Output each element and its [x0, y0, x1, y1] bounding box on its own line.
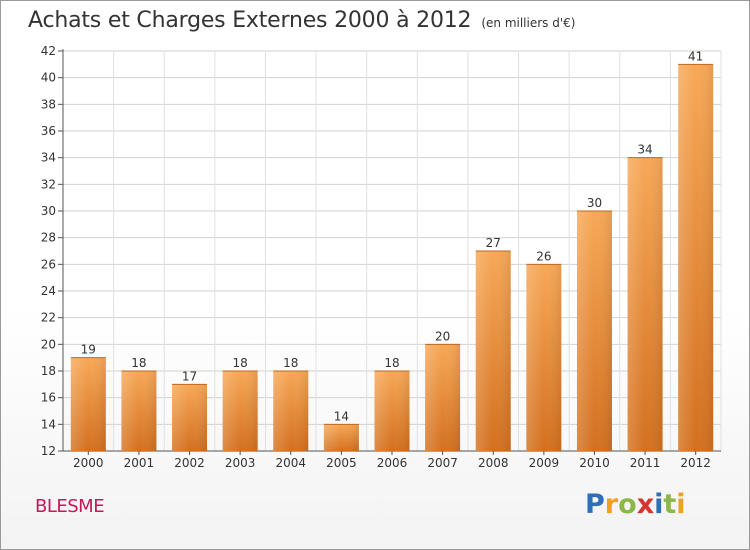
x-tick-label: 2004 [275, 456, 306, 470]
labels: 12 14 16 18 20 22 24 26 28 30 32 34 36 38 40 42 19 2000 18… [41, 44, 711, 470]
y-tick-label: 38 [41, 97, 56, 111]
commune-name: BLESME [35, 496, 105, 517]
x-tick-label: 2000 [73, 456, 104, 470]
chart-title-block: Achats et Charges Externes 2000 à 2012 (e… [28, 8, 575, 33]
proxiti-logo: Proxiti [585, 489, 686, 520]
bar-shading [475, 251, 511, 451]
bar-shading [678, 64, 714, 452]
x-tick-label: 2009 [529, 456, 560, 470]
data-label: 30 [587, 196, 602, 210]
y-tick-label: 12 [41, 444, 56, 458]
logo-letter: r [604, 489, 619, 520]
x-tick-label: 2005 [326, 456, 357, 470]
logo-letter: i [654, 489, 664, 520]
bar-shading [121, 371, 157, 451]
bars [70, 63, 714, 452]
data-label: 18 [384, 356, 399, 370]
y-tick-label: 34 [41, 151, 56, 165]
data-label: 18 [131, 356, 146, 370]
bar-shading [172, 384, 208, 451]
data-label: 41 [688, 49, 703, 63]
y-tick-label: 26 [41, 257, 56, 271]
bar-shading [425, 344, 461, 451]
data-label: 18 [233, 356, 248, 370]
x-tick-label: 2010 [579, 456, 610, 470]
x-tick-label: 2002 [174, 456, 205, 470]
data-label: 26 [536, 249, 551, 263]
bar-shading [222, 371, 258, 451]
y-tick-label: 32 [41, 177, 56, 191]
data-label: 18 [283, 356, 298, 370]
x-tick-label: 2003 [225, 456, 256, 470]
y-tick-label: 24 [41, 284, 56, 298]
y-tick-label: 42 [41, 44, 56, 58]
bar-shading [627, 157, 663, 451]
data-label: 14 [334, 409, 349, 423]
data-label: 20 [435, 329, 450, 343]
y-tick-label: 36 [41, 124, 56, 138]
bar-shading [70, 357, 106, 451]
x-tick-label: 2011 [630, 456, 661, 470]
bar-shading [273, 371, 309, 451]
x-tick-label: 2008 [478, 456, 509, 470]
y-tick-label: 28 [41, 231, 56, 245]
y-tick-label: 40 [41, 71, 56, 85]
data-label: 19 [81, 343, 96, 357]
data-label: 34 [637, 143, 652, 157]
x-tick-label: 2001 [124, 456, 155, 470]
bar-shading [323, 424, 359, 451]
x-tick-label: 2007 [427, 456, 458, 470]
y-tick-label: 30 [41, 204, 56, 218]
logo-letter: x [636, 489, 655, 520]
data-label: 17 [182, 369, 197, 383]
logo-letter: i [676, 489, 686, 520]
data-label: 27 [486, 236, 501, 250]
bar-shading [576, 211, 612, 451]
chart-subtitle: (en milliers d'€) [481, 16, 576, 30]
y-tick-label: 22 [41, 311, 56, 325]
x-tick-label: 2006 [377, 456, 408, 470]
y-tick-label: 16 [41, 391, 56, 405]
bar-shading [526, 264, 562, 451]
chart-title: Achats et Charges Externes 2000 à 2012 [28, 8, 472, 33]
logo-letter: P [585, 489, 605, 520]
logo-letter: t [663, 489, 677, 520]
logo-letter: o [618, 489, 637, 520]
y-tick-label: 20 [41, 337, 56, 351]
x-tick-label: 2012 [680, 456, 711, 470]
y-tick-label: 18 [41, 364, 56, 378]
y-tick-label: 14 [41, 417, 56, 431]
bar-shading [374, 371, 410, 451]
